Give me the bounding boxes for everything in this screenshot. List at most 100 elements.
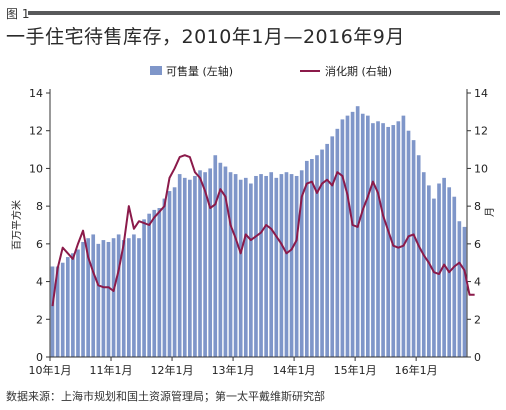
bar <box>147 213 151 357</box>
bar <box>203 172 207 357</box>
bar <box>233 174 238 357</box>
bar <box>91 234 96 357</box>
line-path <box>51 154 475 307</box>
bar <box>116 234 121 357</box>
left-tick-label: 8 <box>36 200 43 213</box>
bar <box>223 166 228 357</box>
legend-swatch-bar <box>150 66 162 75</box>
bar <box>416 155 421 357</box>
legend-label-bar: 可售量 (左轴) <box>166 64 233 78</box>
bar <box>218 162 223 357</box>
bar <box>304 160 309 357</box>
source-note: 数据来源：上海市规划和国土资源管理局；第一太平戴维斯研究部 <box>6 390 325 403</box>
bar <box>243 177 248 357</box>
right-tick-label: 14 <box>474 87 488 100</box>
bar <box>315 155 319 357</box>
bar <box>421 172 426 357</box>
legend: 可售量 (左轴) 消化期 (右轴) <box>150 64 392 78</box>
bar <box>132 234 136 357</box>
right-tick-label: 10 <box>474 162 488 175</box>
bar <box>320 149 324 357</box>
bar <box>71 253 75 357</box>
bar <box>60 262 65 357</box>
bar <box>406 130 411 357</box>
left-axis-title: 百万平方米 <box>10 200 23 250</box>
bar <box>228 172 233 357</box>
bar <box>355 106 360 357</box>
bar <box>137 238 141 357</box>
right-tick-label: 2 <box>474 313 481 326</box>
x-tick-label: 10年1月 <box>29 363 72 377</box>
left-tick-label: 0 <box>36 351 43 364</box>
header-rule <box>28 11 500 15</box>
left-tick-label: 6 <box>36 238 43 251</box>
bar <box>289 174 294 357</box>
bar <box>411 140 416 357</box>
bar <box>432 198 436 357</box>
bar <box>249 183 253 357</box>
right-tick-label: 0 <box>474 351 481 364</box>
bar <box>121 240 126 357</box>
bar <box>65 257 70 357</box>
axes: 0 2 4 6 8 10 12 14 0 2 4 6 8 10 12 14 百万平方米 月 10年1月 11年1月 12… <box>10 87 496 377</box>
bar <box>152 209 157 357</box>
left-tick-label: 2 <box>36 313 43 326</box>
bar <box>177 174 182 357</box>
bar <box>274 177 279 357</box>
bar <box>335 128 340 357</box>
bar <box>106 241 111 357</box>
bar <box>381 123 385 357</box>
bar <box>259 174 263 357</box>
x-tick-label: 15年1月 <box>334 363 377 377</box>
bar <box>50 266 55 357</box>
bar <box>386 126 391 357</box>
bar <box>391 125 396 357</box>
bar <box>157 208 162 357</box>
line-series <box>51 154 475 307</box>
bar <box>101 240 106 357</box>
bar <box>299 170 304 357</box>
bar <box>254 175 258 357</box>
bar <box>162 198 167 357</box>
bar <box>462 226 467 357</box>
left-tick-label: 14 <box>29 87 43 100</box>
bar <box>457 221 462 357</box>
figure-label: 图 1 <box>6 7 30 21</box>
bar <box>366 115 370 357</box>
bar <box>427 185 431 357</box>
bar <box>442 177 446 357</box>
bar <box>198 170 202 357</box>
bar <box>193 175 197 357</box>
bar <box>294 175 299 357</box>
right-tick-label: 6 <box>474 238 481 251</box>
left-tick-label: 10 <box>29 162 43 175</box>
right-tick-label: 8 <box>474 200 481 213</box>
bar <box>86 238 90 357</box>
bar <box>360 113 365 358</box>
bar <box>350 111 355 357</box>
bar <box>279 174 284 357</box>
bar <box>111 238 116 357</box>
bar <box>142 219 146 357</box>
bar <box>340 119 345 358</box>
bar <box>172 187 177 357</box>
bar <box>437 183 441 357</box>
bar <box>96 243 101 357</box>
right-axis-title: 月 <box>484 207 496 217</box>
bar <box>452 196 457 357</box>
bar <box>213 155 218 357</box>
bar-series <box>50 106 467 358</box>
bar <box>330 136 335 357</box>
bar <box>376 121 380 357</box>
left-tick-label: 12 <box>29 125 43 138</box>
x-tick-label: 13年1月 <box>212 363 255 377</box>
bar <box>167 191 172 357</box>
right-tick-label: 4 <box>474 276 481 289</box>
bar <box>345 115 350 357</box>
bar <box>396 121 401 357</box>
bar <box>81 241 85 357</box>
legend-label-line: 消化期 (右轴) <box>325 64 392 78</box>
bar <box>310 159 314 357</box>
x-tick-label: 14年1月 <box>273 363 316 377</box>
